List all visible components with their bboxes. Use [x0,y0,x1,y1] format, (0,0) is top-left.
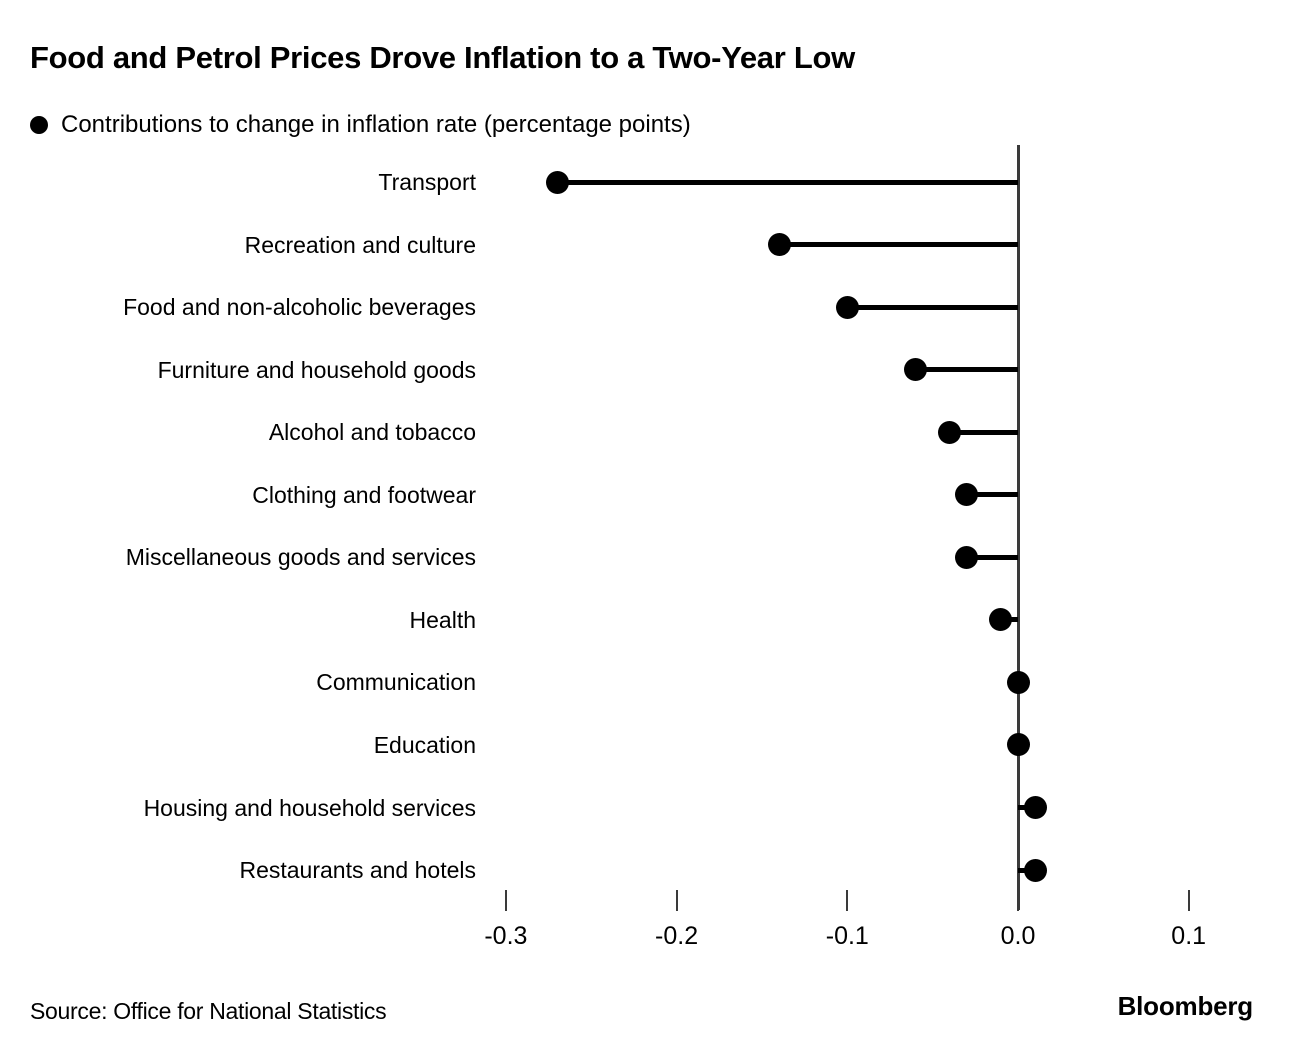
category-label: Clothing and footwear [252,481,476,508]
x-axis-tick-label: -0.1 [825,922,869,950]
lollipop-stem [966,492,1018,498]
category-label: Alcohol and tobacco [268,419,476,446]
lollipop-stem [949,429,1018,435]
data-point-dot [955,545,979,569]
source-note: Source: Office for National Statistics [30,998,387,1024]
category-label: Education [373,731,476,758]
data-point-dot [835,295,859,319]
lollipop-stem [966,554,1018,560]
legend: Contributions to change in inflation rat… [30,111,691,139]
zero-axis-line [1016,145,1020,910]
chart-title: Food and Petrol Prices Drove Inflation t… [30,40,855,75]
x-axis-tick [1017,890,1019,911]
data-point-dot [767,233,791,257]
category-label: Recreation and culture [244,231,476,258]
lollipop-plot-area: Transport Recreation and culture Food and … [0,145,1293,950]
lollipop-stem [915,367,1018,373]
lollipop-stem [847,304,1018,310]
x-axis-tick [1187,890,1190,911]
x-axis-tick-label: 0.1 [1171,922,1207,950]
category-label: Transport [378,169,476,195]
data-point-dot [1006,733,1030,757]
data-point-dot [545,170,569,194]
x-axis-tick [504,890,507,911]
data-point-dot [938,420,962,444]
lollipop-stem [557,179,1018,185]
x-axis-tick-label: -0.2 [655,922,699,950]
category-label: Communication [316,669,476,696]
x-axis-tick [846,890,849,911]
category-label: Food and non-alcoholic beverages [123,294,476,321]
category-label: Restaurants and hotels [239,857,476,884]
category-label: Furniture and household goods [157,356,476,383]
x-axis-tick [675,890,678,911]
legend-label: Contributions to change in inflation rat… [61,111,691,138]
category-label: Housing and household services [143,794,476,821]
category-label: Miscellaneous goods and services [125,544,476,571]
lollipop-stem [779,242,1018,248]
data-point-dot [1006,670,1030,694]
data-point-dot [1023,796,1047,819]
x-axis-tick-label: -0.3 [484,922,528,950]
bloomberg-logo: Bloomberg [1117,991,1254,1021]
data-point-dot [1023,858,1047,882]
data-point-dot [955,483,979,507]
category-label: Health [409,606,476,633]
data-point-dot [904,358,928,382]
data-point-dot [989,608,1013,632]
legend-dot-icon [30,116,48,134]
x-axis-tick-label: 0.0 [1000,922,1036,950]
